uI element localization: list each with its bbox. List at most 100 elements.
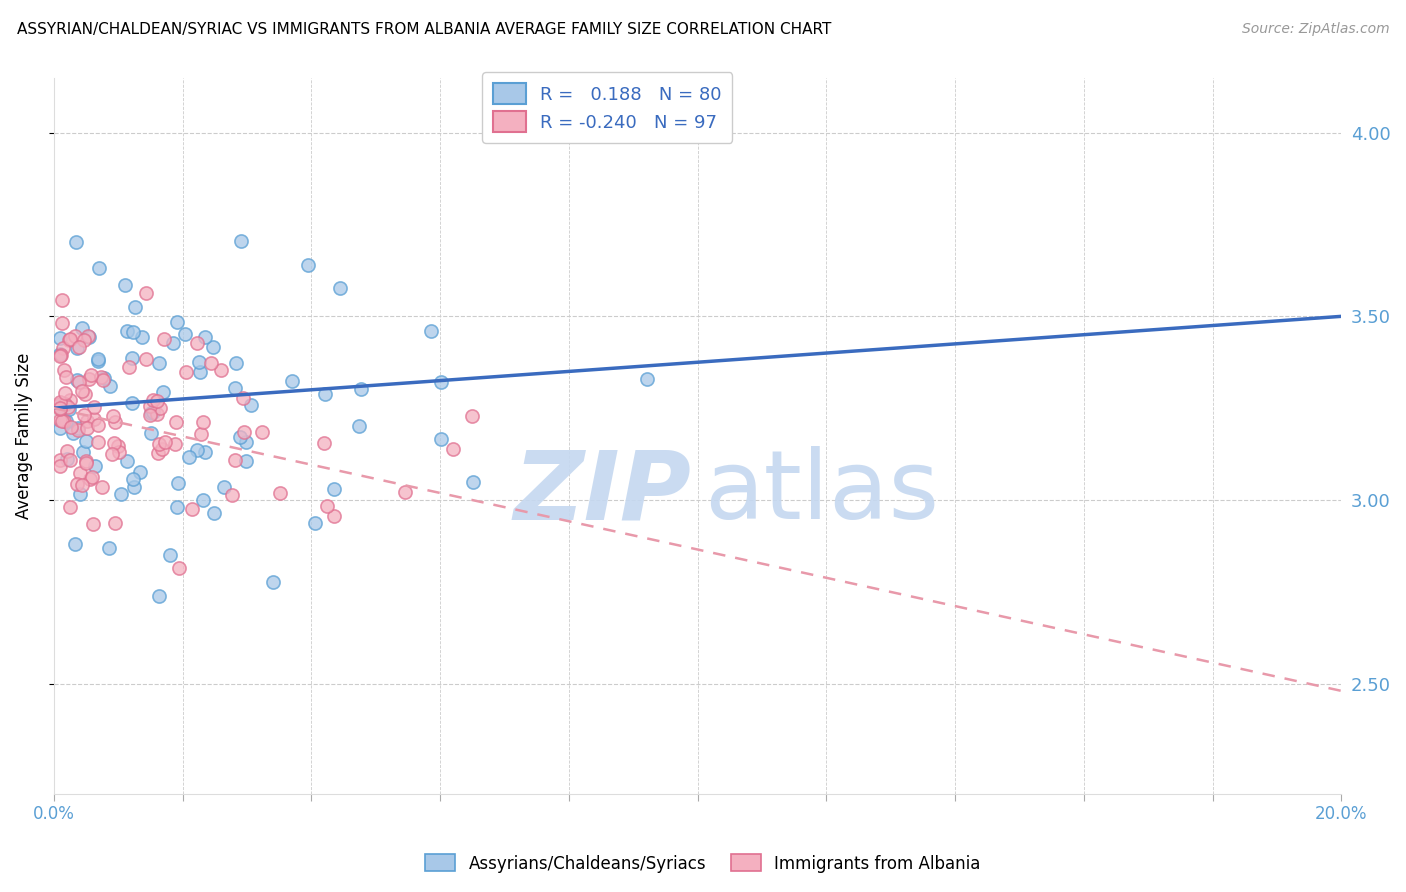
Point (177, 450, 200, 464)
Point (56, 451, 79, 466)
Point (51, 317, 73, 331)
Point (49, 459, 72, 474)
Point (224, 381, 246, 395)
Point (63, 329, 86, 343)
Point (49, 397, 72, 411)
Point (73, 333, 96, 347)
Point (114, 278, 136, 293)
Point (139, 406, 162, 420)
Point (173, 327, 195, 342)
Point (224, 453, 246, 467)
Point (55, 414, 77, 428)
Point (232, 425, 254, 440)
Point (90, 369, 112, 384)
Point (51, 414, 73, 428)
Point (103, 435, 125, 450)
Point (49, 401, 72, 416)
Point (135, 351, 157, 366)
Point (394, 485, 416, 500)
Point (49, 347, 72, 361)
Point (153, 435, 176, 450)
Point (72, 321, 94, 335)
Point (73, 386, 96, 401)
Point (87, 354, 110, 368)
Point (186, 336, 208, 351)
Point (429, 432, 451, 446)
Point (329, 281, 352, 295)
Point (87, 418, 110, 433)
Point (83, 400, 105, 414)
Point (98, 379, 121, 393)
Point (108, 445, 131, 459)
Point (190, 426, 212, 441)
Point (93, 371, 115, 385)
Point (150, 442, 173, 456)
Point (63, 537, 86, 551)
Point (232, 392, 254, 406)
Point (262, 575, 284, 590)
Text: Source: ZipAtlas.com: Source: ZipAtlas.com (1241, 22, 1389, 37)
Point (350, 382, 373, 396)
Point (65, 373, 87, 387)
Point (135, 285, 157, 300)
Point (148, 436, 170, 450)
Point (53, 414, 76, 428)
Point (51, 348, 73, 362)
Point (167, 561, 190, 575)
Point (148, 590, 170, 604)
Point (67, 375, 90, 389)
Point (58, 331, 80, 345)
Point (430, 375, 453, 389)
Point (62, 426, 84, 441)
Point (235, 434, 257, 449)
Point (202, 506, 225, 520)
Point (49, 421, 72, 435)
Point (58, 333, 80, 347)
Point (80, 470, 103, 484)
Point (212, 480, 235, 494)
Point (59, 392, 82, 407)
Point (124, 300, 146, 314)
Legend: Assyrians/Chaldeans/Syriacs, Immigrants from Albania: Assyrians/Chaldeans/Syriacs, Immigrants … (419, 847, 987, 880)
Point (79, 472, 101, 486)
Point (463, 475, 485, 490)
Point (225, 356, 247, 370)
Point (49, 394, 72, 409)
Text: atlas: atlas (704, 447, 939, 540)
Point (145, 407, 167, 421)
Point (188, 355, 211, 369)
Point (69, 487, 91, 501)
Point (67, 340, 90, 354)
Point (91, 373, 114, 387)
Point (53, 363, 76, 377)
Point (118, 359, 141, 374)
Point (441, 442, 464, 457)
Point (75, 434, 97, 448)
Point (89, 260, 111, 275)
Point (51, 293, 73, 308)
Point (115, 324, 138, 338)
Point (131, 329, 153, 343)
Point (139, 399, 162, 413)
Point (66, 477, 89, 491)
Point (83, 412, 105, 426)
Point (59, 453, 82, 467)
Point (121, 396, 143, 410)
Point (148, 446, 170, 460)
Point (79, 372, 101, 386)
Text: ASSYRIAN/CHALDEAN/SYRIAC VS IMMIGRANTS FROM ALBANIA AVERAGE FAMILY SIZE CORRELAT: ASSYRIAN/CHALDEAN/SYRIAC VS IMMIGRANTS F… (17, 22, 831, 37)
Point (72, 445, 94, 459)
Point (77, 329, 100, 343)
Point (186, 442, 208, 457)
Point (115, 453, 138, 467)
Point (101, 447, 124, 461)
Point (121, 351, 143, 366)
Point (166, 500, 188, 514)
Point (56, 401, 79, 415)
Point (73, 408, 96, 422)
Point (166, 315, 188, 329)
Point (316, 500, 339, 514)
Point (107, 439, 129, 453)
Point (269, 485, 291, 500)
Point (221, 488, 243, 502)
